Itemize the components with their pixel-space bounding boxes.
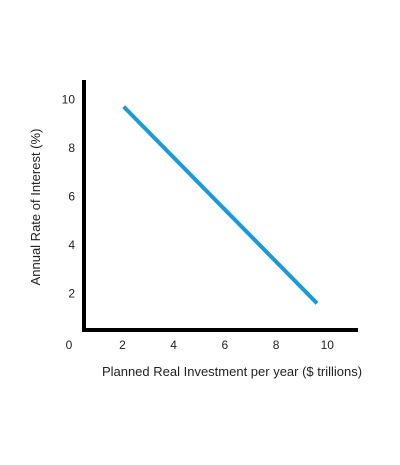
x-tick-labels: 2 4 6 8 10: [119, 338, 334, 352]
y-tick-label: 8: [68, 141, 75, 155]
x-tick-label: 8: [273, 338, 280, 352]
y-tick-label: 4: [68, 238, 75, 252]
series-layer: [124, 107, 317, 304]
x-tick-label: 10: [321, 338, 335, 352]
y-tick-labels: 2 4 6 8 10: [62, 92, 76, 300]
x-axis-label: Planned Real Investment per year ($ tril…: [102, 364, 362, 379]
y-tick-label: 10: [62, 92, 76, 106]
y-axis-label: Annual Rate of Interest (%): [28, 129, 43, 286]
origin-label: 0: [66, 338, 73, 352]
x-tick-label: 4: [170, 338, 177, 352]
x-tick-label: 6: [221, 338, 228, 352]
y-tick-label: 2: [68, 287, 75, 301]
x-tick-label: 2: [119, 338, 126, 352]
y-tick-label: 6: [68, 190, 75, 204]
series-line: [124, 107, 317, 304]
